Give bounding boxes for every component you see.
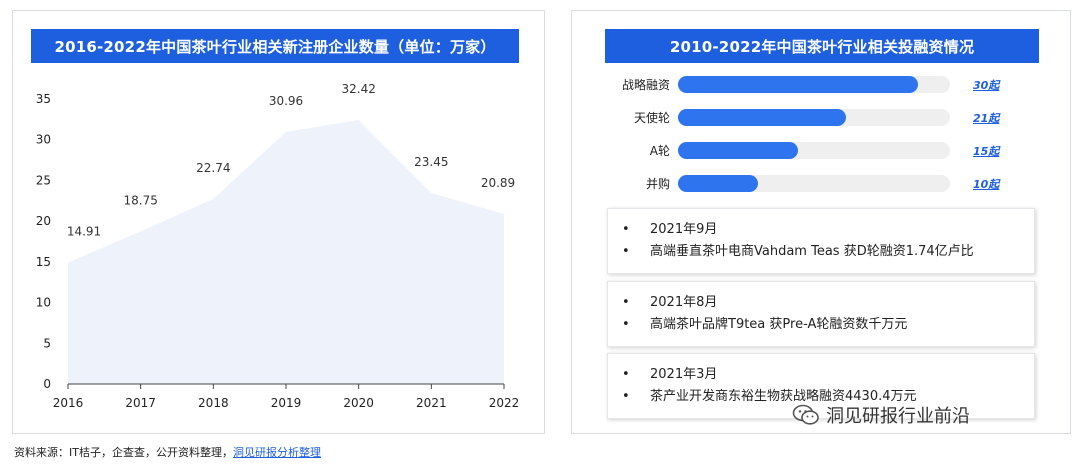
bar-row: 战略融资 30起 [572, 73, 1072, 95]
x-tick-label: 2018 [198, 396, 229, 410]
bar [678, 76, 918, 93]
wechat-icon [792, 404, 819, 425]
x-tick-label: 2022 [489, 396, 520, 410]
source-prefix: 资料来源：IT桔子，企查查，公开资料整理， [14, 446, 233, 459]
bar [678, 175, 758, 192]
data-label: 23.45 [414, 155, 448, 169]
x-tick-label: 2017 [125, 396, 156, 410]
source-note: 资料来源：IT桔子，企查查，公开资料整理，洞见研报分析整理 [14, 444, 321, 460]
event-date: 2021年8月 [650, 295, 718, 310]
bullet: • [622, 244, 630, 259]
data-label: 14.91 [67, 225, 101, 239]
x-tick-label: 2019 [271, 396, 302, 410]
data-label: 32.42 [341, 82, 375, 96]
y-tick-label: 20 [36, 214, 51, 228]
event-text-line: • 茶产业开发商东裕生物获战略融资4430.4万元 [622, 386, 1020, 408]
event-text: 高端茶叶品牌T9tea 获Pre-A轮融资数千万元 [650, 317, 908, 332]
bar-track [678, 109, 950, 126]
bullet: • [622, 367, 630, 382]
y-tick-label: 25 [36, 173, 51, 187]
y-tick-label: 30 [36, 133, 51, 147]
data-label: 22.74 [196, 161, 230, 175]
financing-panel: 2010-2022年中国茶叶行业相关投融资情况 战略融资 30起天使轮 21起 A轮 1… [571, 10, 1071, 434]
bar-row: A轮 15起 [572, 139, 1072, 161]
event-card: • 2021年8月 • 高端茶叶品牌T9tea 获Pre-A轮融资数千万元 [607, 281, 1035, 347]
event-date-line: • 2021年3月 [622, 364, 1020, 386]
right-chart-title: 2010-2022年中国茶叶行业相关投融资情况 [605, 29, 1039, 63]
bar [678, 142, 798, 159]
event-text-line: • 高端茶叶品牌T9tea 获Pre-A轮融资数千万元 [622, 314, 1020, 336]
bar-value-label: 15起 [973, 145, 1000, 158]
x-tick-label: 2020 [343, 396, 374, 410]
wechat-account: 洞见研报行业前沿 [792, 402, 970, 428]
event-card: • 2021年3月 • 茶产业开发商东裕生物获战略融资4430.4万元 [607, 353, 1035, 419]
bar-track [678, 142, 950, 159]
event-date-line: • 2021年8月 [622, 292, 1020, 314]
event-date-line: • 2021年9月 [622, 219, 1020, 241]
area-series [68, 120, 504, 384]
bar-row: 并购 10起 [572, 172, 1072, 194]
y-tick-label: 10 [36, 296, 51, 310]
data-label: 18.75 [123, 193, 157, 207]
left-chart-title: 2016-2022年中国茶叶行业相关新注册企业数量（单位：万家） [31, 29, 519, 63]
bar-value-label: 30起 [973, 79, 1000, 92]
bar-track [678, 76, 950, 93]
bar-category-label: 天使轮 [633, 111, 670, 125]
event-date: 2021年3月 [650, 367, 718, 382]
bullet: • [622, 222, 630, 237]
event-card: • 2021年9月 • 高端垂直茶叶电商Vahdam Teas 获D轮融资1.74亿… [607, 208, 1035, 274]
bar [678, 109, 846, 126]
y-tick-label: 5 [43, 336, 51, 350]
bar-category-label: 战略融资 [621, 78, 670, 92]
event-text-line: • 高端垂直茶叶电商Vahdam Teas 获D轮融资1.74亿卢比 [622, 241, 1020, 263]
bar-category-label: 并购 [645, 177, 670, 191]
wechat-name: 洞见研报行业前沿 [826, 406, 970, 427]
event-text: 茶产业开发商东裕生物获战略融资4430.4万元 [650, 389, 917, 404]
bar-value-label: 21起 [973, 112, 1000, 125]
area-chart: 0 5 10 15 20 25 30 35 2016 2017 2018 2019 2020 2021 20… [36, 82, 520, 410]
bullet: • [622, 317, 630, 332]
new-enterprises-panel: 2016-2022年中国茶叶行业相关新注册企业数量（单位：万家） 0 5 10 15 2… [12, 10, 545, 434]
source-link[interactable]: 洞见研报分析整理 [232, 446, 321, 459]
event-text: 高端垂直茶叶电商Vahdam Teas 获D轮融资1.74亿卢比 [650, 244, 974, 259]
bar-value-label: 10起 [973, 178, 1000, 191]
bar-track [678, 175, 950, 192]
bar-row: 天使轮 21起 [572, 106, 1072, 128]
event-date: 2021年9月 [650, 222, 718, 237]
bullet: • [622, 389, 630, 404]
bullet: • [622, 295, 630, 310]
data-label: 20.89 [481, 176, 515, 190]
y-tick-label: 15 [36, 255, 51, 269]
bar-category-label: A轮 [649, 144, 670, 158]
y-tick-label: 0 [43, 377, 51, 391]
x-tick-label: 2016 [53, 396, 84, 410]
data-label: 30.96 [269, 94, 303, 108]
y-tick-label: 35 [36, 92, 51, 106]
x-tick-label: 2021 [416, 396, 447, 410]
